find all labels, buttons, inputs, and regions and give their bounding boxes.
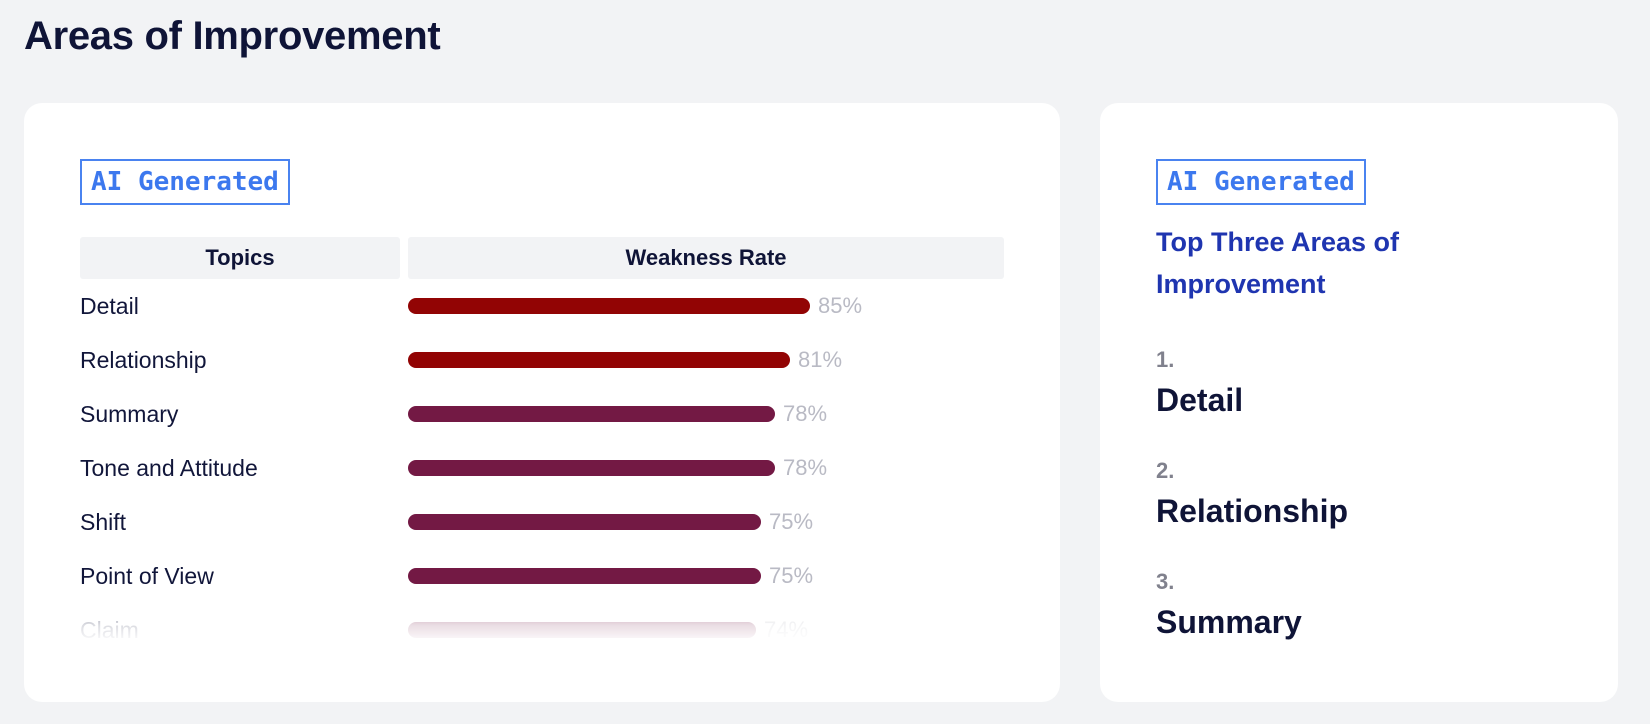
topic-name: Detail (80, 293, 139, 319)
weakness-rate-value: 81% (798, 347, 843, 372)
topic-name: Tone and Attitude (80, 455, 258, 481)
top-area-number: 3. (1156, 569, 1175, 594)
table-row: Tone and Attitude 78% (80, 441, 1004, 495)
topic-name: Summary (80, 401, 179, 427)
page-title: Areas of Improvement (24, 14, 441, 58)
table-row: Relationship 81% (80, 333, 1004, 387)
weakness-rate-value: 75% (769, 509, 814, 534)
weakness-rate-value: 78% (783, 455, 828, 480)
weakness-bar (408, 406, 775, 422)
top-area-label: Detail (1156, 382, 1244, 418)
topic-name: Relationship (80, 347, 207, 373)
weakness-rate-value: 85% (818, 293, 863, 318)
weakness-table-body[interactable]: Detail 85% Relationship 81% Summary 78% … (80, 279, 1004, 643)
top-area-item: 3. Summary (1156, 567, 1302, 643)
table-row: Detail 85% (80, 279, 1004, 333)
weakness-table-header: Topics Weakness Rate (80, 237, 1004, 279)
table-row: Point of View 75% (80, 549, 1004, 603)
table-row: Claim 74% (80, 603, 1004, 643)
weakness-rate-column-header: Weakness Rate (408, 237, 1004, 279)
weakness-rate-value: 78% (783, 401, 828, 426)
topic-name: Point of View (80, 563, 214, 589)
topic-name: Shift (80, 509, 127, 535)
weakness-rate-value: 75% (769, 563, 814, 588)
weakness-bar (408, 352, 790, 368)
weakness-bar (408, 568, 761, 584)
top-three-title: Top Three Areas of Improvement (1156, 227, 1400, 299)
table-row: Summary 78% (80, 387, 1004, 441)
weakness-rate-card: AI Generated Topics Weakness Rate Detail… (24, 103, 1060, 702)
weakness-bar (408, 514, 761, 530)
top-three-card: AI Generated Top Three Areas of Improvem… (1100, 103, 1618, 702)
top-area-label: Relationship (1156, 493, 1349, 529)
weakness-bar (408, 298, 810, 314)
top-area-label: Summary (1156, 604, 1302, 640)
top-area-number: 1. (1156, 347, 1175, 372)
table-row: Shift 75% (80, 495, 1004, 549)
topic-name: Claim (80, 617, 139, 643)
weakness-rate-value: 74% (764, 617, 809, 642)
weakness-bar (408, 460, 775, 476)
weakness-bar (408, 622, 756, 638)
top-area-number: 2. (1156, 458, 1175, 483)
topics-column-header: Topics (80, 237, 400, 279)
top-area-item: 1. Detail (1156, 345, 1243, 421)
ai-generated-badge: AI Generated (80, 159, 290, 205)
ai-generated-badge: AI Generated (1156, 159, 1366, 205)
top-area-item: 2. Relationship (1156, 456, 1348, 532)
